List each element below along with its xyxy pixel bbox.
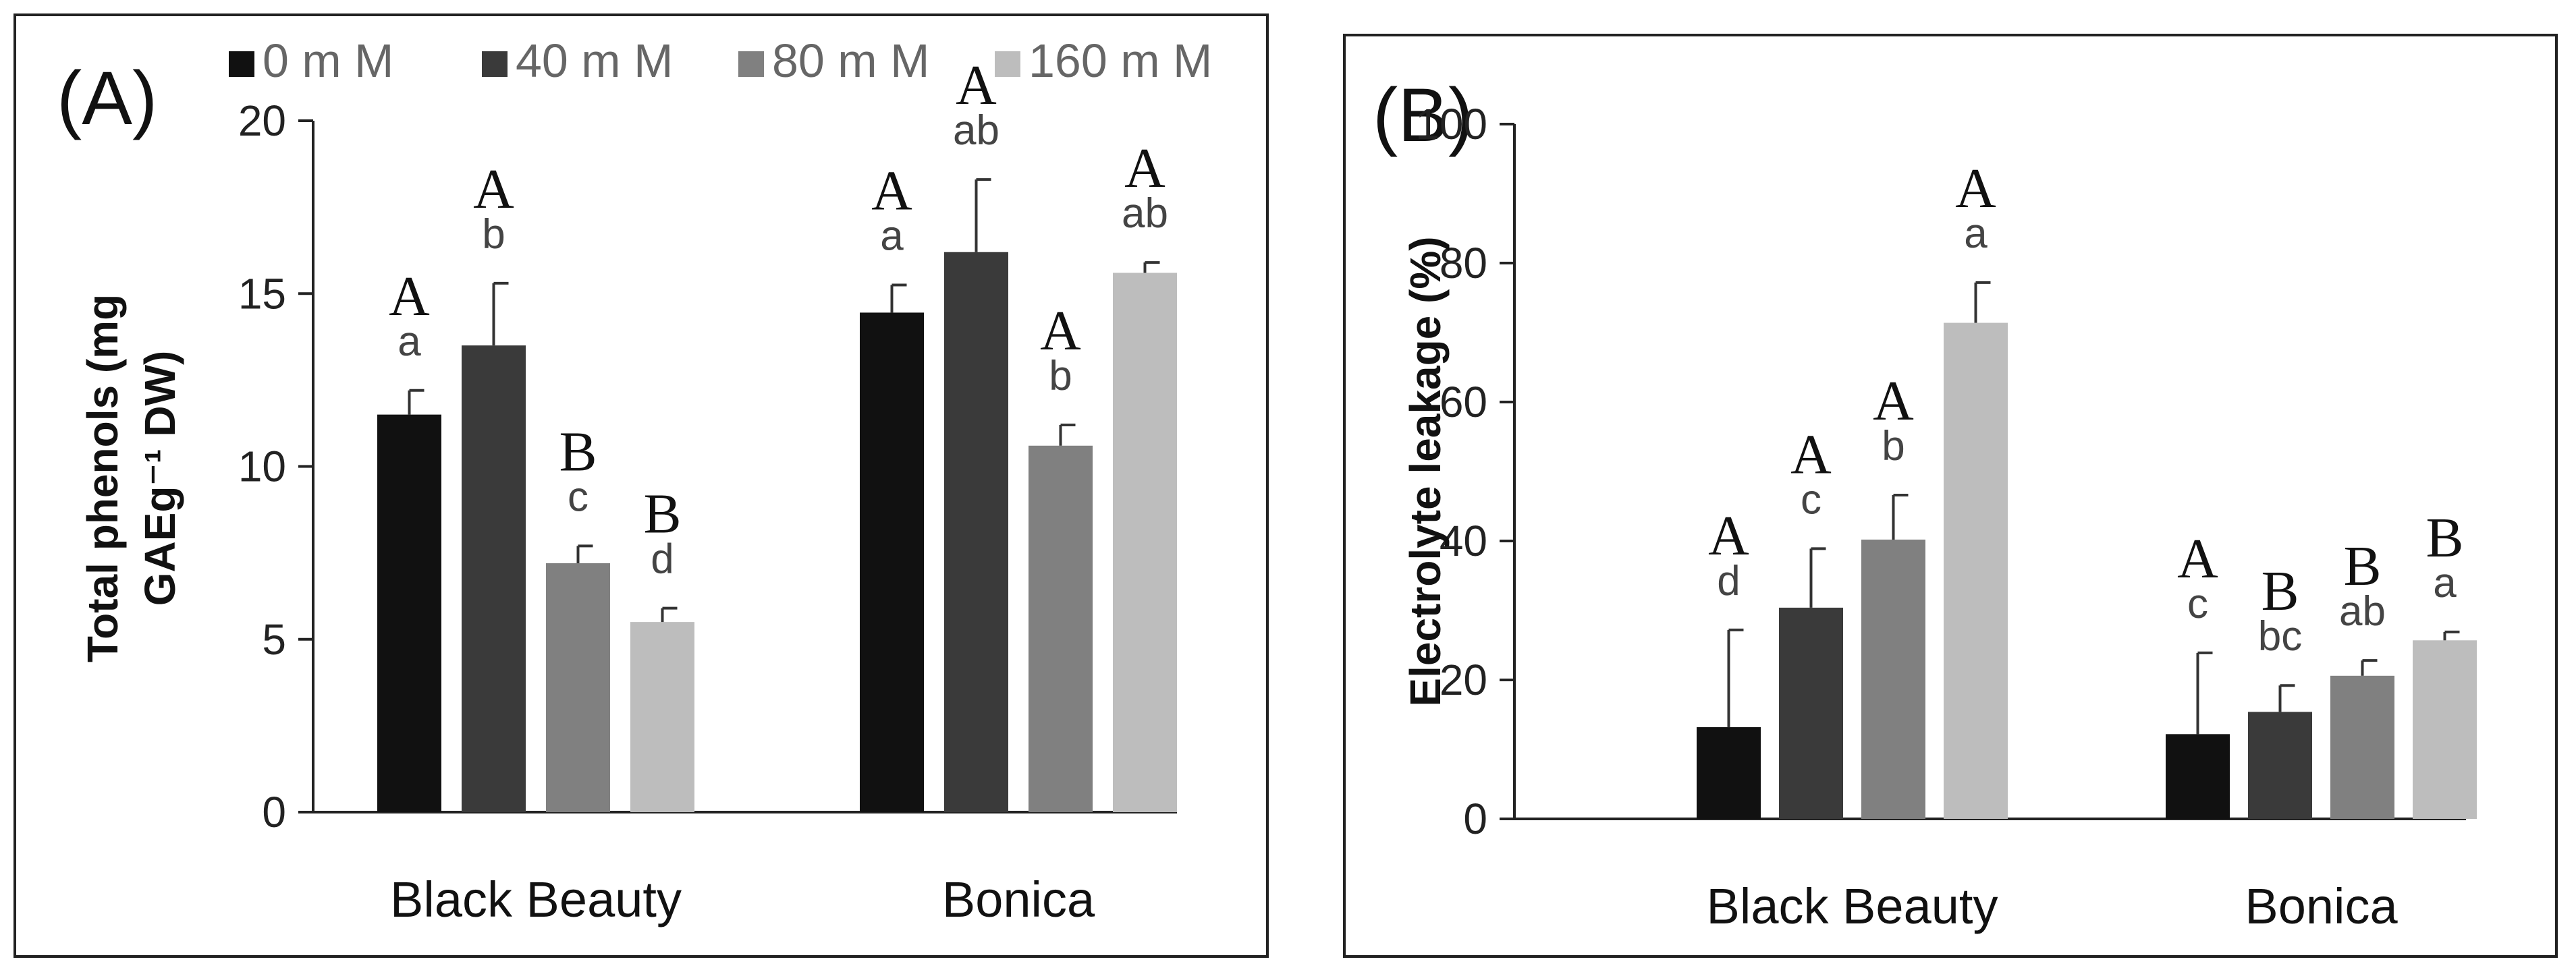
- significance-letter-lower: c: [1801, 476, 1821, 523]
- legend-swatch-1: [229, 51, 254, 77]
- y-axis-title-line2: GAEg⁻¹ DW): [136, 351, 184, 606]
- y-tick-label: 60: [1440, 378, 1487, 426]
- significance-letter-upper: A: [871, 159, 912, 222]
- significance-letter-lower: d: [1717, 558, 1740, 604]
- bar-2-2: [2248, 712, 2312, 819]
- y-tick-label: 0: [1463, 795, 1487, 843]
- significance-letter-lower: ab: [2339, 588, 2386, 635]
- significance-letter-lower: b: [1049, 353, 1072, 399]
- significance-letter-lower: b: [482, 211, 505, 258]
- bar-2-2: [944, 252, 1008, 812]
- panel-a-total-phenols: (A) 0 5 10 15 20 Total phenols (mg GAEg⁻¹ DW) a A…: [13, 13, 1269, 958]
- y-tick-label: 5: [262, 615, 286, 664]
- significance-letter-upper: B: [643, 483, 681, 546]
- significance-letter-upper: A: [956, 54, 997, 117]
- significance-letter-lower: a: [1964, 210, 1988, 257]
- legend-label-2: 40 m M: [516, 34, 673, 87]
- significance-letter-upper: B: [2426, 507, 2463, 569]
- bar-3-2: [2330, 675, 2394, 819]
- y-tick-label: 40: [1440, 517, 1487, 565]
- legend-swatch-3: [738, 51, 764, 77]
- bar-3-2: [1029, 445, 1093, 812]
- legend-label-4: 160 m M: [1029, 34, 1212, 87]
- significance-letter-upper: A: [1955, 157, 1996, 220]
- bar-3-1: [546, 563, 610, 812]
- panel-b-electrolyte-leakage: (B) 0 20 40 60 80 100 Electrolyte leakage (%) d A…: [1343, 34, 2558, 958]
- significance-letter-lower: ab: [953, 107, 999, 154]
- significance-letter-lower: a: [880, 212, 904, 259]
- bar-2-1: [1779, 607, 1843, 819]
- significance-letter-upper: A: [1124, 137, 1166, 200]
- legend-swatch-2: [482, 51, 508, 77]
- y-tick-label: 100: [1415, 100, 1487, 148]
- y-tick-label: 20: [238, 96, 286, 145]
- bar-2-1: [462, 345, 526, 812]
- bar-4-1: [1944, 322, 2008, 820]
- bar-4-1: [630, 622, 694, 812]
- y-tick-label: 10: [238, 442, 286, 491]
- y-tick-label: 20: [1440, 656, 1487, 704]
- significance-letter-lower: d: [651, 536, 674, 583]
- bar-1-1: [377, 414, 441, 812]
- y-tick-label: 15: [238, 269, 286, 318]
- significance-letter-upper: A: [2177, 527, 2218, 590]
- significance-letter-lower: b: [1882, 423, 1904, 469]
- bar-1-2: [2166, 734, 2230, 819]
- significance-letter-upper: B: [559, 420, 597, 483]
- significance-letter-upper: B: [2343, 535, 2381, 598]
- legend-label-3: 80 m M: [772, 34, 929, 87]
- legend-swatch-4: [995, 51, 1020, 77]
- bar-4-2: [1113, 273, 1177, 812]
- significance-letter-lower: c: [2187, 581, 2208, 627]
- x-category-label: Black Beauty: [1707, 878, 1998, 934]
- significance-letter-lower: c: [568, 474, 588, 520]
- y-tick-label: 80: [1440, 239, 1487, 287]
- significance-letter-lower: bc: [2258, 613, 2302, 660]
- x-category-label: Black Beauty: [390, 871, 682, 927]
- significance-letter-upper: A: [1790, 423, 1832, 486]
- significance-letter-upper: A: [389, 265, 430, 328]
- bar-4-2: [2413, 640, 2477, 819]
- panel-label: (B): [1373, 73, 1473, 157]
- bar-1-2: [860, 312, 924, 812]
- significance-letter-lower: ab: [1122, 190, 1168, 237]
- bar-3-1: [1861, 539, 1925, 819]
- significance-letter-lower: a: [398, 318, 421, 365]
- y-axis-title: Electrolyte leakage (%): [1401, 236, 1450, 706]
- significance-letter-upper: A: [1873, 370, 1914, 432]
- y-axis-title-line1: Total phenols (mg: [78, 294, 127, 662]
- x-category-label: Bonica: [2245, 878, 2398, 934]
- x-category-label: Bonica: [942, 871, 1095, 927]
- significance-letter-upper: A: [1040, 299, 1081, 362]
- significance-letter-upper: A: [1708, 505, 1749, 567]
- significance-letter-upper: B: [2261, 560, 2299, 623]
- significance-letter-upper: A: [473, 158, 514, 221]
- panel-label: (A): [57, 56, 157, 140]
- bar-1-1: [1697, 727, 1761, 819]
- legend-label-1: 0 m M: [263, 34, 393, 87]
- y-tick-label: 0: [262, 788, 286, 836]
- significance-letter-lower: a: [2433, 560, 2457, 606]
